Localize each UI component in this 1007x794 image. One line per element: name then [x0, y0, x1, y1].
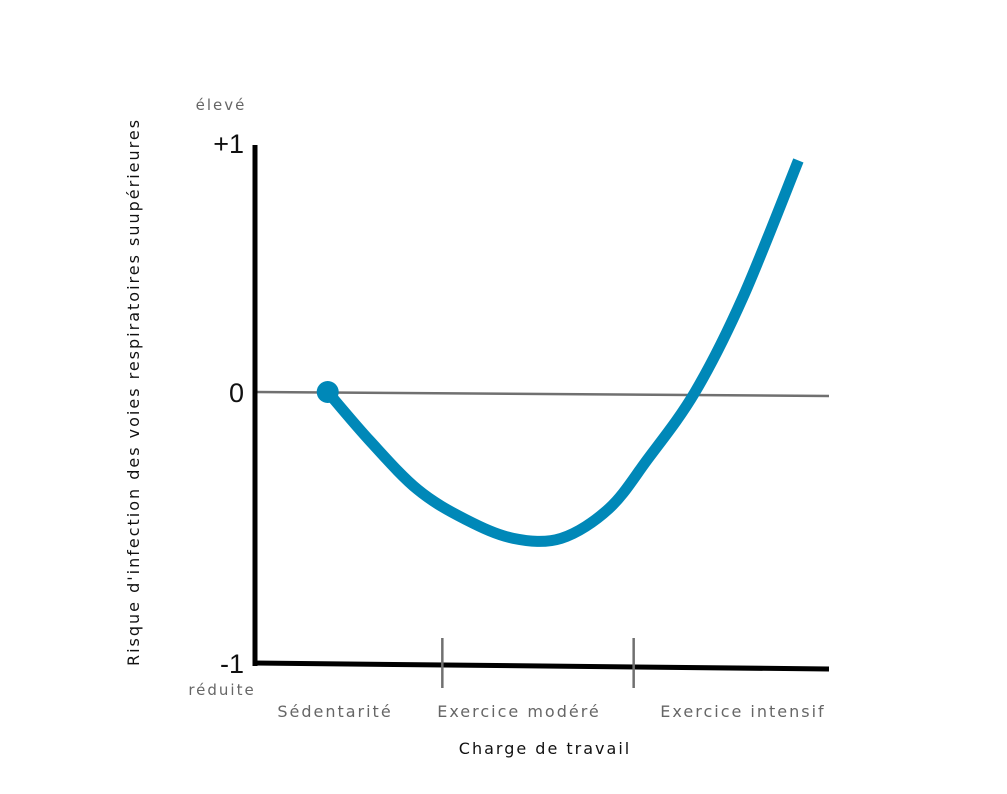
y-tick-label: -1 [220, 649, 244, 679]
x-axis-title: Charge de travail [459, 739, 631, 758]
y-level-label-high: élevé [196, 96, 247, 114]
y-level-label-low: réduite [188, 681, 255, 699]
y-tick-label: +1 [213, 129, 244, 159]
x-category-label: Exercice modéré [437, 702, 601, 721]
x-axis-line [252, 660, 830, 672]
x-category-label: Sédentarité [277, 702, 392, 721]
zero-reference-line [254, 390, 830, 398]
x-category-label: Exercice intensif [660, 702, 825, 721]
y-tick-label: 0 [229, 378, 244, 408]
y-axis-title: Risque d'infection des voies respiratoir… [124, 118, 143, 666]
series-start-marker [316, 381, 339, 403]
series-line [323, 158, 804, 547]
